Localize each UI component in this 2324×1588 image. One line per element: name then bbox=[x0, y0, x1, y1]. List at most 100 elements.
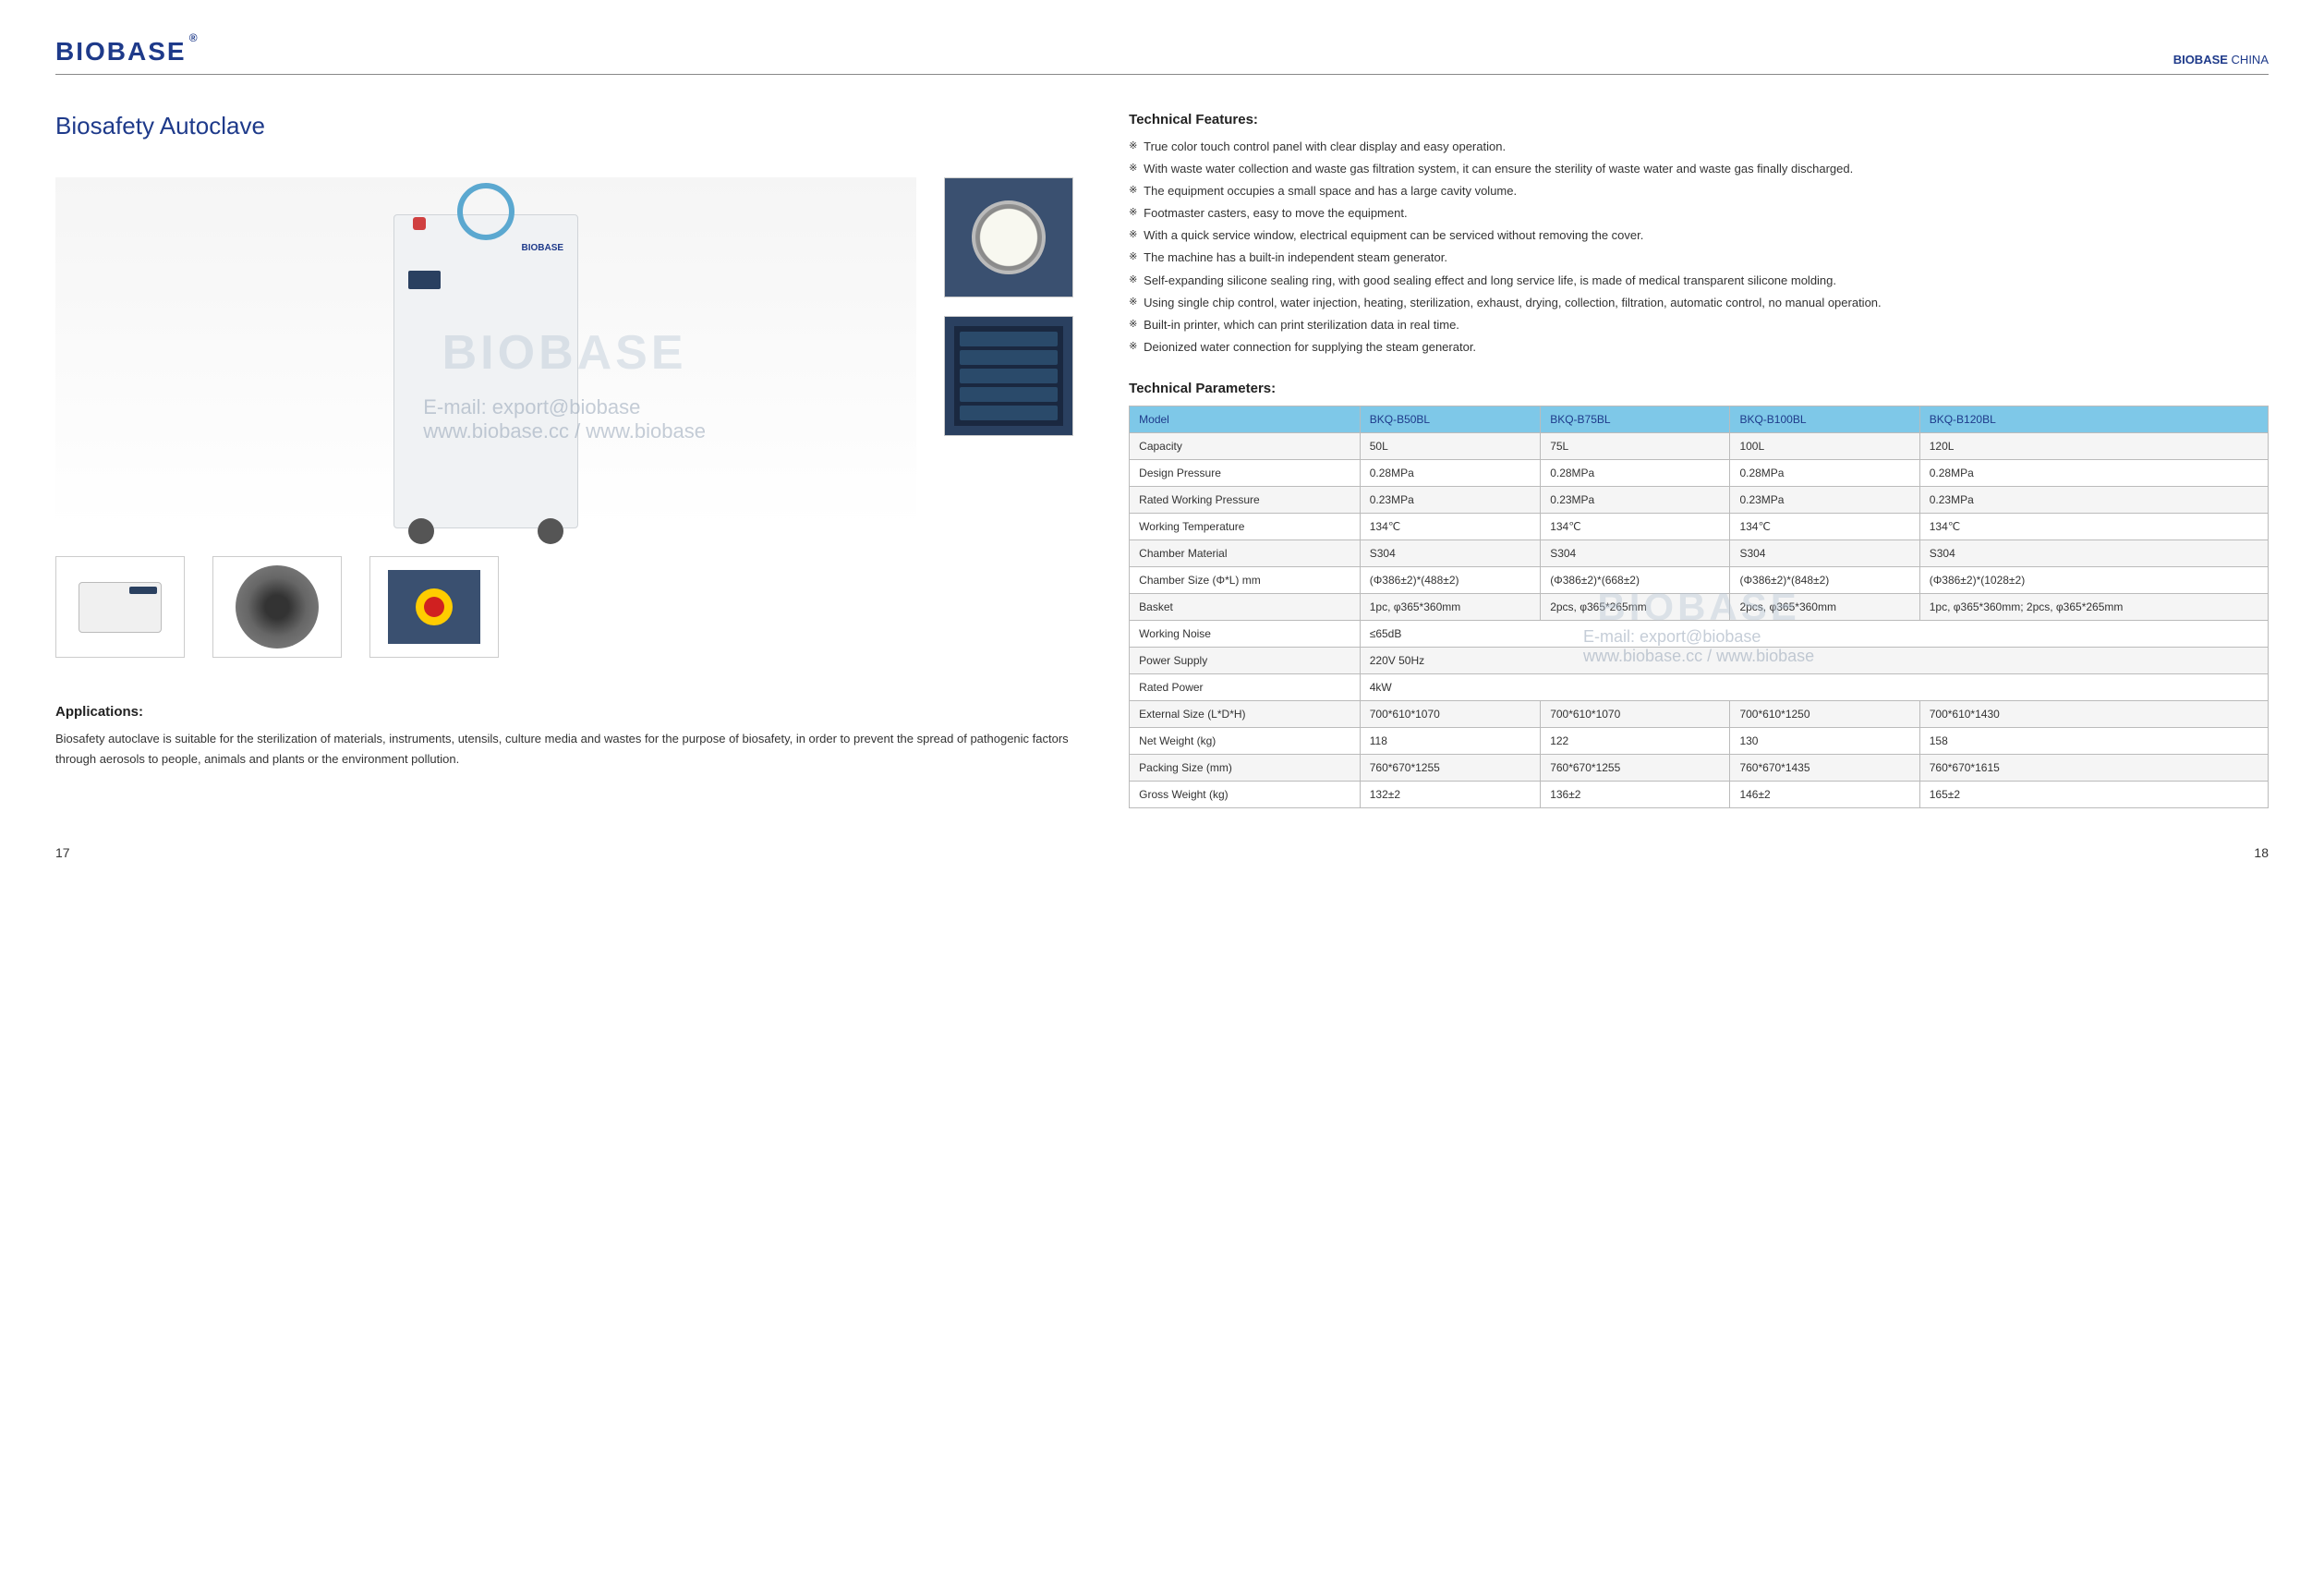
page-header: BIOBASE® BIOBASE CHINA bbox=[55, 37, 2269, 75]
table-value-cell: (Φ386±2)*(488±2) bbox=[1360, 566, 1540, 593]
wheels bbox=[394, 518, 577, 544]
table-value-cell: S304 bbox=[1730, 539, 1919, 566]
table-label-cell: Rated Power bbox=[1130, 673, 1361, 700]
thumbnail-row bbox=[55, 556, 1073, 658]
detail-column bbox=[944, 177, 1073, 528]
registered-mark: ® bbox=[189, 31, 200, 44]
table-row: External Size (L*D*H)700*610*1070700*610… bbox=[1130, 700, 2269, 727]
table-value-cell: 50L bbox=[1360, 432, 1540, 459]
table-value-cell: 118 bbox=[1360, 727, 1540, 754]
autoclave-illustration bbox=[393, 214, 578, 528]
table-row: Design Pressure0.28MPa0.28MPa0.28MPa0.28… bbox=[1130, 459, 2269, 486]
touchscreen-detail bbox=[944, 316, 1073, 436]
table-value-cell: 0.28MPa bbox=[1730, 459, 1919, 486]
page-title: Biosafety Autoclave bbox=[55, 112, 1073, 140]
table-value-cell: 1pc, φ365*360mm bbox=[1360, 593, 1540, 620]
table-row: Packing Size (mm)760*670*1255760*670*125… bbox=[1130, 754, 2269, 781]
feature-item: The equipment occupies a small space and… bbox=[1129, 181, 2269, 201]
table-label-cell: Capacity bbox=[1130, 432, 1361, 459]
table-label-cell: Design Pressure bbox=[1130, 459, 1361, 486]
table-row: Chamber MaterialS304S304S304S304 bbox=[1130, 539, 2269, 566]
table-row: Chamber Size (Φ*L) mm(Φ386±2)*(488±2)(Φ3… bbox=[1130, 566, 2269, 593]
table-label-cell: Working Temperature bbox=[1130, 513, 1361, 539]
parameters-table: ModelBKQ-B50BLBKQ-B75BLBKQ-B100BLBKQ-B12… bbox=[1129, 406, 2269, 808]
table-value-cell: 0.28MPa bbox=[1360, 459, 1540, 486]
table-label-cell: Chamber Size (Φ*L) mm bbox=[1130, 566, 1361, 593]
emergency-thumb bbox=[369, 556, 499, 658]
table-header-cell: BKQ-B100BL bbox=[1730, 406, 1919, 432]
table-value-cell: 122 bbox=[1541, 727, 1730, 754]
table-row: Rated Power4kW bbox=[1130, 673, 2269, 700]
table-row: Capacity50L75L100L120L bbox=[1130, 432, 2269, 459]
feature-item: Built-in printer, which can print steril… bbox=[1129, 315, 2269, 335]
table-row: Gross Weight (kg)132±2136±2146±2165±2 bbox=[1130, 781, 2269, 807]
touchscreen-icon bbox=[954, 326, 1063, 426]
table-row: Net Weight (kg)118122130158 bbox=[1130, 727, 2269, 754]
pressure-gauge-icon bbox=[972, 200, 1046, 274]
table-value-cell: 0.23MPa bbox=[1919, 486, 2268, 513]
page-number-left: 17 bbox=[55, 845, 70, 860]
emergency-button-icon bbox=[388, 570, 480, 644]
table-label-cell: Gross Weight (kg) bbox=[1130, 781, 1361, 807]
table-value-cell: 760*670*1255 bbox=[1541, 754, 1730, 781]
table-value-cell: 0.23MPa bbox=[1541, 486, 1730, 513]
table-header-cell: BKQ-B75BL bbox=[1541, 406, 1730, 432]
applications-heading: Applications: bbox=[55, 704, 1073, 720]
table-value-cell: 134℃ bbox=[1360, 513, 1540, 539]
table-value-cell: 100L bbox=[1730, 432, 1919, 459]
table-value-cell: 134℃ bbox=[1730, 513, 1919, 539]
table-value-cell: 130 bbox=[1730, 727, 1919, 754]
table-value-cell: 120L bbox=[1919, 432, 2268, 459]
feature-item: Deionized water connection for supplying… bbox=[1129, 337, 2269, 358]
table-value-cell: ≤65dB bbox=[1360, 620, 2268, 647]
table-value-cell: 134℃ bbox=[1541, 513, 1730, 539]
table-value-cell: 700*610*1250 bbox=[1730, 700, 1919, 727]
feature-item: With a quick service window, electrical … bbox=[1129, 225, 2269, 246]
table-row: Basket1pc, φ365*360mm2pcs, φ365*265mm2pc… bbox=[1130, 593, 2269, 620]
table-value-cell: 136±2 bbox=[1541, 781, 1730, 807]
table-value-cell: 220V 50Hz bbox=[1360, 647, 2268, 673]
gauge-detail bbox=[944, 177, 1073, 297]
feature-item: With waste water collection and waste ga… bbox=[1129, 159, 2269, 179]
table-value-cell: 165±2 bbox=[1919, 781, 2268, 807]
table-value-cell: 4kW bbox=[1360, 673, 2268, 700]
features-list: True color touch control panel with clea… bbox=[1129, 137, 2269, 358]
product-image bbox=[55, 177, 916, 528]
printer-icon bbox=[79, 582, 162, 633]
table-label-cell: Power Supply bbox=[1130, 647, 1361, 673]
table-label-cell: Net Weight (kg) bbox=[1130, 727, 1361, 754]
table-value-cell: 2pcs, φ365*265mm bbox=[1541, 593, 1730, 620]
table-value-cell: 700*610*1070 bbox=[1541, 700, 1730, 727]
logo: BIOBASE® bbox=[55, 37, 187, 67]
features-heading: Technical Features: bbox=[1129, 112, 2269, 127]
page-footer: 17 18 bbox=[55, 845, 2269, 860]
page-number-right: 18 bbox=[2254, 845, 2269, 860]
table-label-cell: Basket bbox=[1130, 593, 1361, 620]
applications-text: Biosafety autoclave is suitable for the … bbox=[55, 729, 1073, 770]
table-value-cell: 760*670*1615 bbox=[1919, 754, 2268, 781]
table-row: Working Temperature134℃134℃134℃134℃ bbox=[1130, 513, 2269, 539]
chamber-thumb bbox=[212, 556, 342, 658]
logo-text: BIOBASE bbox=[55, 37, 187, 66]
table-label-cell: External Size (L*D*H) bbox=[1130, 700, 1361, 727]
table-value-cell: 700*610*1070 bbox=[1360, 700, 1540, 727]
table-value-cell: 132±2 bbox=[1360, 781, 1540, 807]
printer-thumb bbox=[55, 556, 185, 658]
table-label-cell: Rated Working Pressure bbox=[1130, 486, 1361, 513]
wheel-icon bbox=[538, 518, 563, 544]
params-heading: Technical Parameters: bbox=[1129, 381, 2269, 396]
header-brand: BIOBASE bbox=[2173, 53, 2228, 67]
table-header-cell: BKQ-B50BL bbox=[1360, 406, 1540, 432]
table-value-cell: S304 bbox=[1360, 539, 1540, 566]
feature-item: Using single chip control, water injecti… bbox=[1129, 293, 2269, 313]
table-value-cell: 700*610*1430 bbox=[1919, 700, 2268, 727]
table-label-cell: Chamber Material bbox=[1130, 539, 1361, 566]
table-value-cell: 0.28MPa bbox=[1541, 459, 1730, 486]
table-value-cell: 158 bbox=[1919, 727, 2268, 754]
table-value-cell: (Φ386±2)*(668±2) bbox=[1541, 566, 1730, 593]
feature-item: Self-expanding silicone sealing ring, wi… bbox=[1129, 271, 2269, 291]
chamber-icon bbox=[236, 565, 319, 649]
feature-item: Footmaster casters, easy to move the equ… bbox=[1129, 203, 2269, 224]
table-value-cell: 0.28MPa bbox=[1919, 459, 2268, 486]
feature-item: The machine has a built-in independent s… bbox=[1129, 248, 2269, 268]
